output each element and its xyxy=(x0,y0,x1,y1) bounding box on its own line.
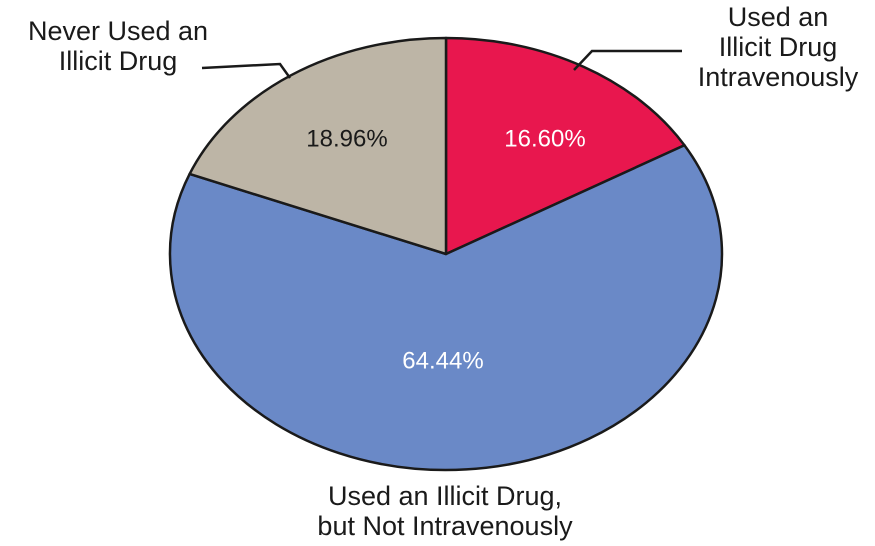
value-label-0: 16.60% xyxy=(504,125,585,152)
value-labels: 16.60% 64.44% 18.96% xyxy=(306,125,585,374)
pie-slice-2 xyxy=(188,36,448,256)
value-label-2: 18.96% xyxy=(306,125,387,152)
category-label-line: Illicit Drug xyxy=(719,32,838,62)
category-label-line: Illicit Drug xyxy=(59,46,178,76)
value-label-1: 64.44% xyxy=(402,347,483,374)
pie-slice-0 xyxy=(444,36,686,256)
category-label-line: but Not Intravenously xyxy=(317,511,573,541)
category-label-line: Used an Illicit Drug, xyxy=(328,481,562,511)
category-label-line: Never Used an xyxy=(28,16,208,46)
leader-lines xyxy=(201,49,682,79)
pie-slices xyxy=(168,36,724,472)
leader-line-2 xyxy=(201,62,292,79)
category-label-0: Used an Illicit Drug Intravenously xyxy=(698,2,859,92)
category-label-1: Used an Illicit Drug, but Not Intravenous… xyxy=(317,481,573,541)
leader-line-0 xyxy=(573,49,682,71)
category-label-line: Intravenously xyxy=(698,62,859,92)
category-label-line: Used an xyxy=(728,2,829,32)
category-label-2: Never Used an Illicit Drug xyxy=(28,16,208,76)
pie-slice-1 xyxy=(168,143,724,472)
